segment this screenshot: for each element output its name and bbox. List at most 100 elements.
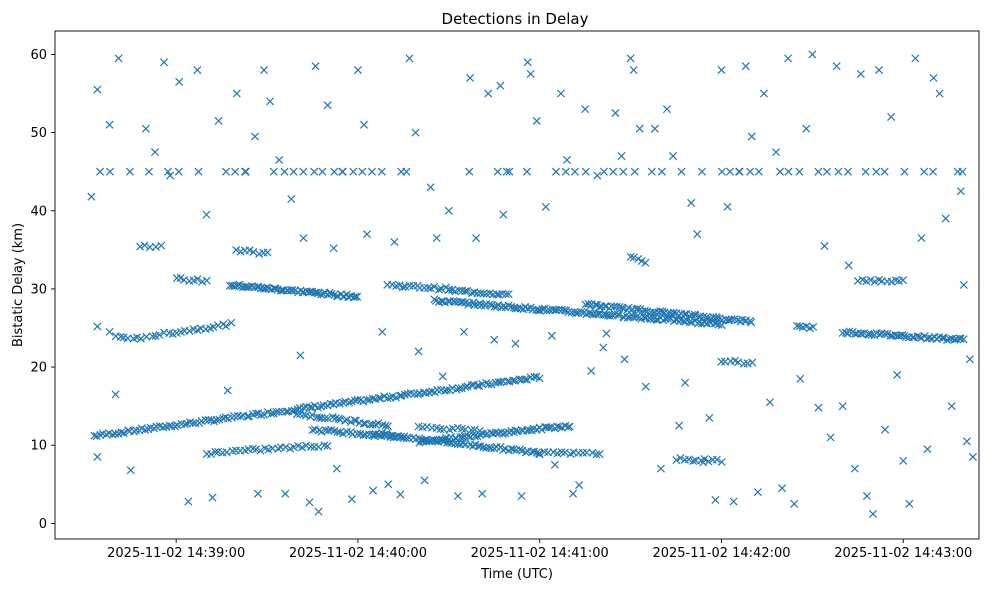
data-point <box>735 167 744 176</box>
data-point <box>508 376 517 385</box>
data-point <box>384 480 393 489</box>
data-point <box>784 167 793 176</box>
data-point <box>650 124 659 133</box>
data-point <box>717 66 726 75</box>
data-point <box>231 167 240 176</box>
data-point <box>880 329 889 338</box>
data-point <box>577 308 586 317</box>
data-point <box>771 148 781 157</box>
data-point <box>853 276 862 285</box>
data-point <box>968 452 977 461</box>
data-point <box>221 413 230 422</box>
data-point <box>157 241 166 250</box>
data-point <box>947 402 956 411</box>
data-point <box>105 327 114 336</box>
data-point <box>693 230 702 239</box>
data-point <box>221 167 231 176</box>
data-point <box>479 289 488 298</box>
data-point <box>717 457 726 466</box>
data-point <box>390 432 399 441</box>
data-point <box>509 445 518 454</box>
data-point <box>230 282 239 291</box>
data-point <box>570 167 579 176</box>
data-point <box>152 422 161 431</box>
data-point <box>367 167 376 176</box>
data-point <box>383 394 392 403</box>
data-point <box>114 54 123 63</box>
data-point <box>378 327 387 336</box>
y-tick-label: 50 <box>30 126 47 141</box>
data-point <box>256 446 265 455</box>
data-point <box>511 339 520 348</box>
data-point <box>784 54 793 63</box>
data-point <box>923 445 932 454</box>
data-point <box>320 414 329 423</box>
data-point <box>856 69 865 79</box>
data-point <box>478 489 487 498</box>
data-point <box>527 447 536 456</box>
data-point <box>142 332 151 341</box>
data-point <box>832 62 841 71</box>
data-point <box>941 214 950 223</box>
data-point <box>726 167 735 176</box>
data-point <box>423 283 433 292</box>
data-point <box>844 167 853 176</box>
data-point <box>881 425 890 434</box>
y-tick-label: 60 <box>30 48 47 63</box>
data-point <box>204 415 213 424</box>
data-point <box>318 167 327 176</box>
data-point <box>795 167 804 176</box>
data-point <box>299 403 308 412</box>
data-point <box>390 237 399 247</box>
data-point <box>444 285 453 294</box>
x-tick-label: 2025-11-02 14:41:00 <box>471 546 609 561</box>
data-point <box>287 406 296 416</box>
data-point <box>501 290 510 299</box>
data-point <box>898 330 907 340</box>
data-point <box>184 497 193 506</box>
data-point <box>517 491 526 501</box>
x-axis-label: Time (UTC) <box>480 567 553 582</box>
data-point <box>347 495 356 504</box>
data-point <box>299 410 308 419</box>
data-point <box>467 425 476 435</box>
data-point <box>391 393 400 402</box>
data-point <box>172 274 181 283</box>
data-point <box>465 167 474 176</box>
data-point <box>442 386 451 395</box>
plot-frame <box>54 30 980 540</box>
data-point <box>299 234 308 243</box>
data-point <box>288 285 297 295</box>
data-point <box>185 327 194 336</box>
data-point <box>227 318 236 327</box>
data-point <box>422 437 431 446</box>
data-point <box>280 167 289 176</box>
data-point <box>611 109 620 118</box>
data-point <box>145 243 154 252</box>
data-point <box>438 372 447 381</box>
data-point <box>210 417 219 426</box>
data-point <box>252 409 261 418</box>
data-point <box>472 234 481 243</box>
data-point <box>230 411 239 421</box>
data-point <box>599 343 608 352</box>
data-point <box>776 167 785 176</box>
data-point <box>891 276 900 285</box>
data-point <box>584 299 593 308</box>
data-point <box>898 276 908 285</box>
data-point <box>260 66 269 75</box>
data-point <box>870 277 879 286</box>
data-point <box>845 327 854 336</box>
data-point <box>207 450 216 459</box>
data-point <box>662 105 671 114</box>
data-point <box>306 442 315 451</box>
data-point <box>826 433 835 442</box>
data-point <box>430 282 439 291</box>
data-point <box>116 332 125 341</box>
data-point <box>602 329 611 338</box>
data-point <box>520 375 530 384</box>
data-point <box>353 292 362 301</box>
data-point <box>312 288 321 297</box>
data-point <box>754 167 763 176</box>
data-point <box>470 425 479 434</box>
